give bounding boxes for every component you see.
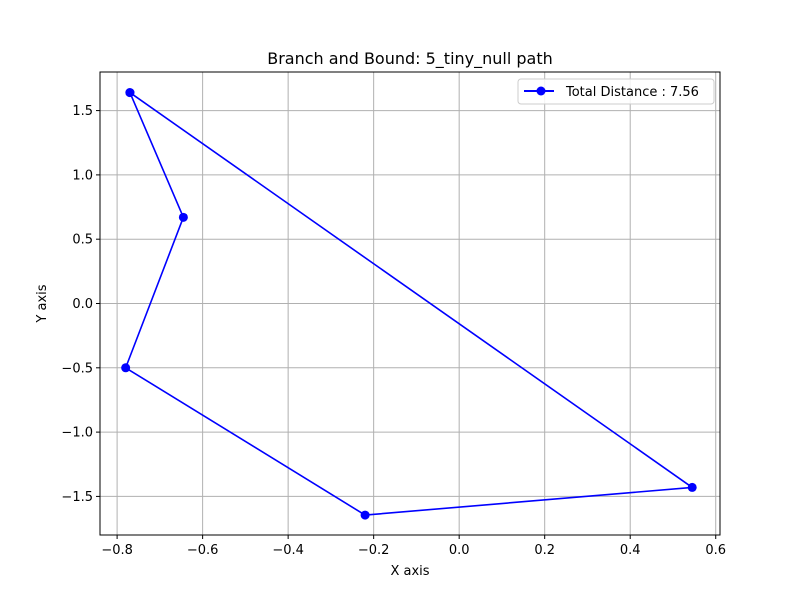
- x-tick-label: 0.0: [449, 543, 470, 558]
- legend-label: Total Distance : 7.56: [565, 85, 699, 100]
- y-tick-label: 1.0: [72, 168, 93, 183]
- y-axis-label: Y axis: [35, 284, 50, 323]
- grid: [100, 72, 720, 535]
- path-point: [178, 212, 188, 222]
- y-tick-label: −1.0: [61, 426, 93, 441]
- path-point: [687, 482, 697, 492]
- x-axis-ticks: −0.8 −0.6 −0.4 −0.2 0.0 0.2 0.4 0.6: [101, 535, 726, 558]
- y-tick-label: 0.0: [72, 297, 93, 312]
- x-tick-label: 0.2: [534, 543, 555, 558]
- x-tick-label: 0.6: [705, 543, 726, 558]
- y-tick-label: 1.5: [72, 104, 93, 119]
- chart-title: Branch and Bound: 5_tiny_null path: [267, 49, 553, 69]
- x-tick-label: −0.6: [187, 543, 219, 558]
- legend-box: [517, 78, 715, 105]
- x-tick-label: 0.4: [620, 543, 641, 558]
- legend-marker-sample: [536, 86, 546, 96]
- series-layer: [121, 88, 697, 520]
- path-point: [121, 363, 131, 373]
- path-point: [360, 510, 370, 520]
- x-axis-label: X axis: [390, 564, 429, 579]
- path-point: [125, 88, 135, 98]
- y-tick-label: 0.5: [72, 233, 93, 248]
- x-tick-label: −0.8: [101, 543, 133, 558]
- path-line: [124, 91, 694, 516]
- x-tick-label: −0.4: [272, 543, 304, 558]
- legend: Total Distance : 7.56: [517, 78, 715, 105]
- x-tick-label: −0.2: [358, 543, 390, 558]
- y-axis-ticks: −1.5 −1.0 −0.5 0.0 0.5 1.0 1.5: [61, 104, 100, 505]
- y-tick-label: −0.5: [61, 361, 93, 376]
- y-tick-label: −1.5: [61, 490, 93, 505]
